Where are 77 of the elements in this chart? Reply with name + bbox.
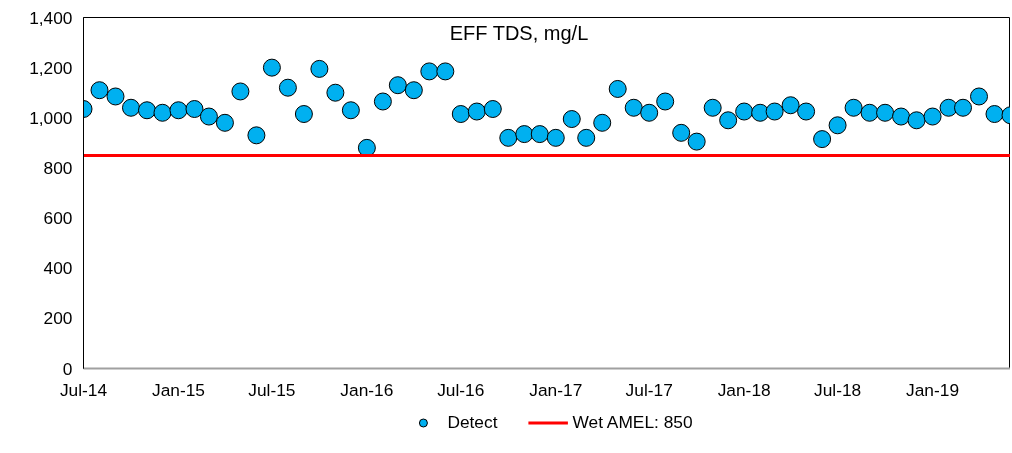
y-tick-label: 1,000 bbox=[29, 107, 73, 128]
x-tick-label: Jan-16 bbox=[340, 379, 394, 400]
point bbox=[735, 102, 754, 121]
point bbox=[499, 128, 518, 147]
point bbox=[467, 102, 486, 121]
point bbox=[985, 105, 1004, 124]
point bbox=[247, 126, 266, 145]
x-tick-label: Jul-18 bbox=[813, 379, 862, 400]
point bbox=[515, 125, 534, 144]
point bbox=[828, 116, 847, 135]
point bbox=[294, 105, 313, 124]
x-tick-label: Jul-17 bbox=[625, 379, 673, 400]
point bbox=[388, 76, 407, 95]
point bbox=[640, 103, 659, 122]
y-tick-label: 400 bbox=[43, 258, 73, 279]
point bbox=[892, 107, 911, 126]
point bbox=[562, 110, 581, 129]
point bbox=[262, 58, 281, 77]
point bbox=[404, 81, 423, 100]
point bbox=[593, 113, 612, 132]
point bbox=[326, 83, 345, 102]
point bbox=[278, 78, 297, 97]
y-tick-label: 200 bbox=[43, 308, 73, 329]
point bbox=[656, 92, 675, 111]
point bbox=[813, 130, 832, 149]
x-tick-label: Jul-16 bbox=[437, 379, 485, 400]
x-tick-label: Jul-14 bbox=[59, 379, 108, 400]
point bbox=[923, 107, 942, 126]
point bbox=[797, 102, 816, 121]
x-tick-label: Jan-18 bbox=[717, 379, 771, 400]
point bbox=[907, 111, 926, 130]
point bbox=[341, 101, 360, 120]
point bbox=[970, 87, 989, 106]
point bbox=[703, 98, 722, 117]
point bbox=[954, 98, 973, 117]
y-tick-label: 1,200 bbox=[29, 57, 73, 78]
point bbox=[719, 111, 738, 130]
legend-label: Wet AMEL: 850 bbox=[572, 411, 693, 433]
point bbox=[624, 98, 643, 117]
point bbox=[121, 98, 140, 117]
chart-title: EFF TDS, mg/L bbox=[449, 22, 589, 45]
y-tick-label: 0 bbox=[62, 358, 73, 379]
point bbox=[106, 87, 125, 106]
point bbox=[546, 128, 565, 147]
point bbox=[844, 98, 863, 117]
point bbox=[939, 98, 958, 117]
point bbox=[577, 128, 596, 147]
legend-label: Detect bbox=[447, 411, 498, 433]
y-tick-label: 800 bbox=[43, 157, 73, 178]
x-tick-label: Jul-15 bbox=[248, 379, 296, 400]
point bbox=[860, 103, 879, 122]
point bbox=[137, 101, 156, 120]
point bbox=[215, 113, 234, 132]
y-tick-label: 600 bbox=[43, 208, 73, 229]
point bbox=[310, 59, 329, 78]
point bbox=[781, 96, 800, 115]
point bbox=[765, 102, 784, 121]
point bbox=[451, 105, 470, 124]
point bbox=[420, 62, 439, 81]
point bbox=[153, 103, 172, 122]
point bbox=[608, 79, 627, 98]
x-tick-label: Jan-17 bbox=[529, 379, 583, 400]
point bbox=[199, 107, 218, 126]
point bbox=[687, 132, 706, 151]
y-tick-label: 1,400 bbox=[29, 7, 73, 28]
point bbox=[373, 92, 392, 111]
x-tick-label: Jan-19 bbox=[906, 379, 960, 400]
x-tick-label: Jan-15 bbox=[151, 379, 205, 400]
point bbox=[169, 101, 188, 120]
point bbox=[483, 100, 502, 118]
point bbox=[231, 82, 250, 101]
point bbox=[530, 125, 549, 144]
point bbox=[876, 103, 895, 122]
point bbox=[672, 123, 691, 142]
point bbox=[185, 100, 204, 118]
point bbox=[436, 62, 455, 81]
point bbox=[90, 81, 109, 100]
